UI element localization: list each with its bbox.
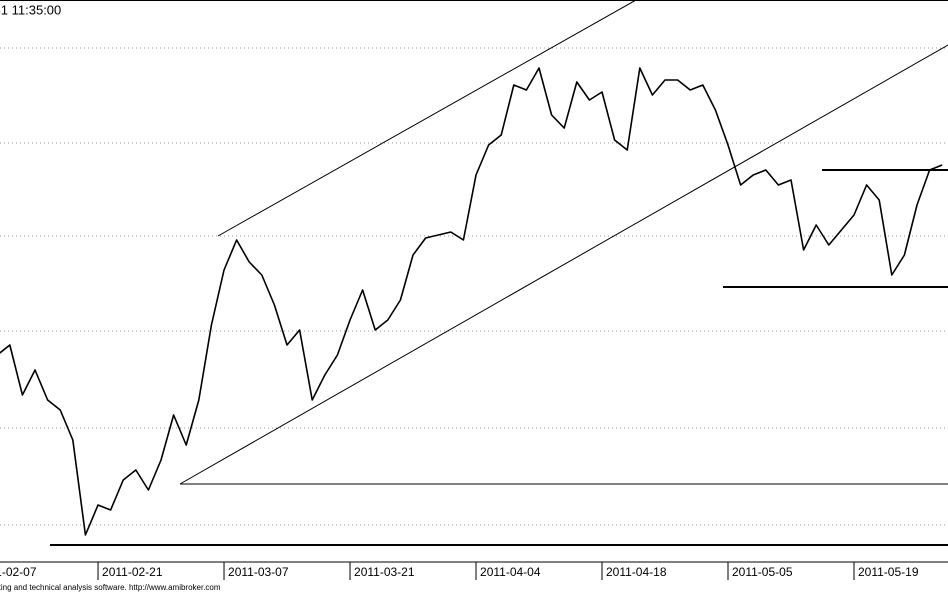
chart-title: 5-31 11:35:00 xyxy=(0,2,61,17)
footer: rting and technical analysis software. h… xyxy=(0,583,221,592)
x-tick-label: 2011-02-07 xyxy=(0,565,37,579)
channel-lower xyxy=(179,44,948,485)
x-tick-label: 2011-04-18 xyxy=(606,565,667,579)
x-tick-label: 2011-04-04 xyxy=(480,565,541,579)
x-tick-label: 2011-02-21 xyxy=(102,565,163,579)
x-tick-label: 2011-05-05 xyxy=(732,565,793,579)
trend-lines xyxy=(179,0,948,485)
x-tick-label: 2011-03-21 xyxy=(354,565,415,579)
channel-upper xyxy=(217,0,637,237)
x-tick-label: 2011-03-07 xyxy=(228,565,289,579)
price-line xyxy=(0,67,943,536)
x-tick-label: 2011-05-19 xyxy=(858,565,919,579)
